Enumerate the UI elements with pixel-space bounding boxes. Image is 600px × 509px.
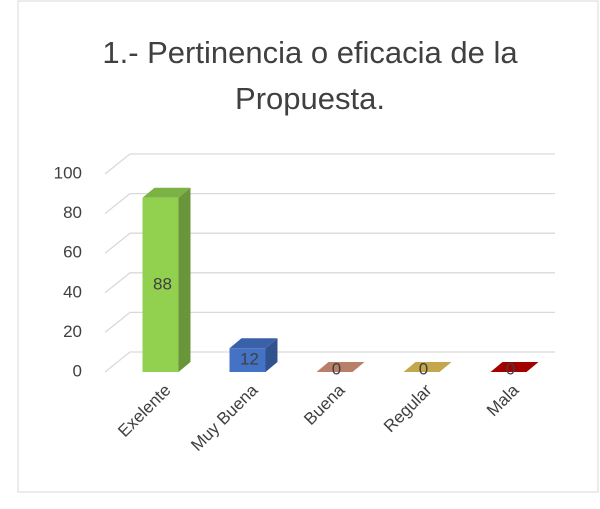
data-label: 0 — [419, 359, 428, 378]
x-tick-label: Regular — [380, 380, 436, 436]
data-label: 12 — [240, 350, 259, 369]
bar-top — [316, 362, 365, 372]
bar-side — [178, 187, 191, 372]
grid-line — [104, 311, 555, 333]
bar — [229, 348, 266, 372]
y-tick-label: 0 — [73, 361, 82, 380]
x-tick-label: Exelente — [114, 381, 174, 441]
y-tick-label: 80 — [63, 203, 82, 222]
y-tick-label: 20 — [63, 322, 82, 341]
data-label: 88 — [153, 274, 172, 293]
x-tick-label: Mala — [483, 380, 523, 420]
chart-border — [17, 0, 599, 493]
bar-top — [142, 187, 191, 198]
x-tick-label: Muy Buena — [187, 380, 262, 455]
y-tick-label: 60 — [63, 243, 82, 262]
grid-line — [104, 351, 555, 373]
bar — [142, 197, 179, 372]
bar-top — [229, 338, 278, 349]
chart-title: 1.- Pertinencia o eficacia de la Propues… — [102, 35, 518, 116]
y-tick-label: 40 — [63, 282, 82, 301]
grid-line — [104, 232, 555, 254]
x-tick-label: Buena — [300, 380, 349, 429]
grid-line — [104, 272, 555, 294]
bar-top — [403, 362, 452, 372]
data-label: 0 — [506, 359, 515, 378]
bar-top — [490, 362, 539, 372]
grid-line — [104, 192, 555, 215]
bar-side — [265, 338, 278, 372]
data-label: 0 — [332, 359, 341, 378]
grid-line — [104, 153, 555, 175]
y-tick-label: 100 — [54, 163, 82, 182]
